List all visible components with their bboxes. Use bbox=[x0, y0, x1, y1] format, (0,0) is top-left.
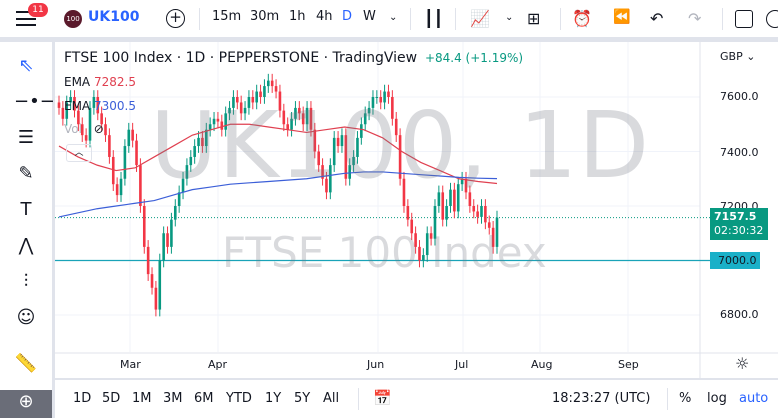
horizontal-lines-icon[interactable]: ☰ bbox=[17, 127, 35, 148]
ema2-value: 7300.5 bbox=[93, 99, 136, 113]
compare-add-icon[interactable]: + bbox=[166, 9, 185, 28]
price-tick: 7400.0 bbox=[720, 146, 759, 159]
interval-d[interactable]: D bbox=[342, 9, 353, 24]
zoom-in-icon[interactable]: ⊕ bbox=[0, 390, 52, 418]
log-scale-toggle[interactable]: log bbox=[707, 391, 727, 406]
measure-lines-icon[interactable]: ⫶ bbox=[23, 271, 29, 292]
layouts-icon[interactable]: ⊞ bbox=[527, 9, 541, 28]
chart-settings-icon[interactable]: ☼ bbox=[735, 354, 750, 373]
go-to-date-icon[interactable]: 📅 bbox=[373, 389, 392, 407]
bottom-toolbar: 1D 5D 1M 3M 6M YTD 1Y 5Y All 📅 18:23:27 … bbox=[55, 380, 778, 418]
alert-icon[interactable]: ⏰ bbox=[572, 9, 592, 28]
range-ytd[interactable]: YTD bbox=[226, 391, 252, 406]
range-6m[interactable]: 6M bbox=[194, 391, 214, 406]
auto-scale-toggle[interactable]: auto bbox=[739, 391, 769, 406]
chevron-down-icon[interactable]: ⌄ bbox=[389, 12, 398, 23]
symbol-logo: 100 bbox=[64, 10, 82, 28]
volume-legend[interactable]: Vol ⊘ bbox=[64, 122, 104, 136]
menu-icon[interactable] bbox=[16, 11, 36, 26]
chart-legend: FTSE 100 Index · 1D · PEPPERSTONE · Trad… bbox=[64, 50, 523, 66]
notification-badge: 11 bbox=[28, 3, 48, 17]
redo-icon[interactable]: ↷ bbox=[688, 9, 702, 28]
time-tick: Aug bbox=[531, 358, 553, 371]
hline-price-label[interactable]: 7000.0 bbox=[710, 252, 760, 269]
ema2-legend[interactable]: EMA 7300.5 bbox=[64, 99, 136, 113]
time-tick: Apr bbox=[208, 358, 228, 371]
clock[interactable]: 18:23:27 (UTC) bbox=[552, 391, 651, 406]
time-tick: Jul bbox=[455, 358, 469, 371]
trend-line-icon[interactable]: −•− bbox=[14, 91, 55, 112]
interval-15m[interactable]: 15m bbox=[212, 9, 242, 24]
interval-4h[interactable]: 4h bbox=[316, 9, 333, 24]
eye-hidden-icon[interactable]: ⊘ bbox=[93, 122, 104, 136]
pattern-icon[interactable]: ⋀ bbox=[18, 235, 34, 256]
ema1-label: EMA bbox=[64, 75, 91, 89]
price-tick: 7600.0 bbox=[720, 90, 759, 103]
interval-1h[interactable]: 1h bbox=[289, 9, 306, 24]
chevron-down-icon[interactable]: ⌄ bbox=[505, 12, 514, 23]
ema1-value: 7282.5 bbox=[93, 75, 136, 89]
ema2-label: EMA bbox=[64, 99, 91, 113]
legend-change: +84.4 (+1.19%) bbox=[424, 51, 524, 65]
symbol-search[interactable]: UK100 bbox=[88, 9, 140, 25]
currency-selector[interactable]: GBP ⌄ bbox=[720, 50, 756, 63]
replay-icon[interactable]: ⏪ bbox=[613, 9, 631, 25]
time-tick: Sep bbox=[618, 358, 639, 371]
interval-w[interactable]: W bbox=[363, 9, 376, 24]
legend-title[interactable]: FTSE 100 Index · 1D · PEPPERSTONE · Trad… bbox=[64, 50, 418, 66]
range-3m[interactable]: 3M bbox=[163, 391, 183, 406]
range-1m[interactable]: 1M bbox=[132, 391, 152, 406]
vol-label: Vol bbox=[64, 122, 82, 136]
emoji-icon[interactable]: ☺ bbox=[16, 307, 36, 328]
range-all[interactable]: All bbox=[323, 391, 340, 406]
drawing-toolbar: ⇖ −•− ☰ ✎ T ⋀ ⫶ ☺ 📏 ⊕ bbox=[0, 42, 55, 418]
last-price: 7157.5 bbox=[714, 210, 757, 223]
fullscreen-icon[interactable] bbox=[735, 10, 753, 28]
interval-30m[interactable]: 30m bbox=[250, 9, 280, 24]
undo-icon[interactable]: ↶ bbox=[650, 9, 664, 28]
collapse-legend-button[interactable]: ︿ bbox=[66, 144, 92, 162]
watermark-symbol: UK100, 1D bbox=[150, 92, 651, 199]
ema1-legend[interactable]: EMA 7282.5 bbox=[64, 75, 136, 89]
candles-icon[interactable]: ┃┃ bbox=[424, 9, 444, 28]
percent-scale-toggle[interactable]: % bbox=[679, 391, 692, 406]
currency-label: GBP bbox=[720, 50, 743, 63]
brush-icon[interactable]: ✎ bbox=[18, 163, 34, 184]
cursor-icon[interactable]: ⇖ bbox=[18, 55, 34, 76]
time-tick: Mar bbox=[120, 358, 141, 371]
indicators-icon[interactable]: 📈 bbox=[470, 9, 490, 28]
price-tick: 6800.0 bbox=[720, 308, 759, 321]
bar-countdown: 02:30:32 bbox=[714, 224, 764, 237]
ruler-icon[interactable]: 📏 bbox=[14, 353, 38, 374]
range-1y[interactable]: 1Y bbox=[265, 391, 282, 406]
watermark-description: FTSE 100 Index bbox=[222, 228, 547, 277]
range-1d[interactable]: 1D bbox=[73, 391, 92, 406]
range-5y[interactable]: 5Y bbox=[294, 391, 311, 406]
last-price-label: 7157.5 02:30:32 bbox=[710, 208, 768, 240]
top-toolbar: 11 100 UK100 + 15m 30m 1h 4h D W ⌄ ┃┃ 📈 … bbox=[0, 0, 778, 37]
text-icon[interactable]: T bbox=[20, 199, 32, 220]
snapshot-icon[interactable] bbox=[766, 10, 778, 28]
time-tick: Jun bbox=[367, 358, 385, 371]
range-5d[interactable]: 5D bbox=[102, 391, 121, 406]
